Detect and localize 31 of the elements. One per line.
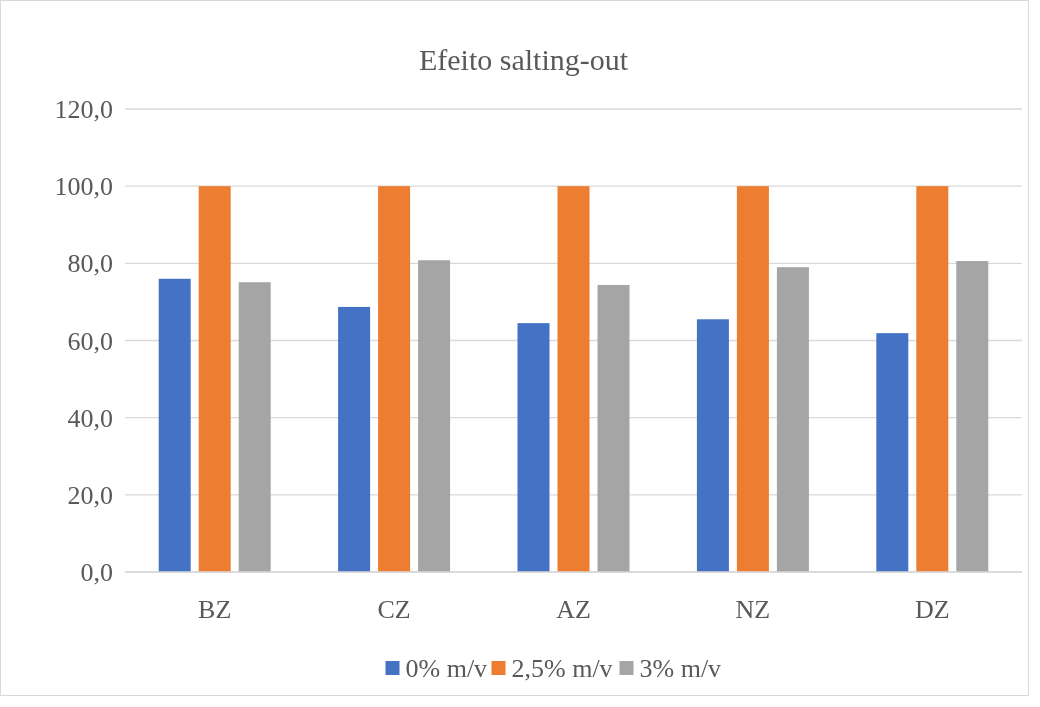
bar (876, 333, 909, 572)
bar (158, 278, 191, 572)
bar (418, 260, 451, 572)
y-tick-label: 120,0 (54, 95, 113, 125)
bar (198, 186, 231, 572)
y-tick-label: 20,0 (67, 480, 113, 510)
x-tick-label: BZ (198, 595, 232, 624)
bar (956, 261, 989, 572)
chart-title: Efeito salting-out (418, 43, 629, 76)
bar (776, 267, 809, 572)
y-tick-label: 80,0 (67, 249, 113, 279)
y-tick-label: 0,0 (80, 558, 113, 588)
legend-label: 0% m/v (405, 654, 488, 684)
bar (916, 186, 949, 572)
x-tick-label: NZ (735, 595, 771, 624)
y-tick-label: 40,0 (67, 403, 113, 433)
y-tick-label: 100,0 (54, 172, 113, 202)
bar (696, 319, 729, 572)
bar (238, 282, 271, 572)
bar (378, 186, 411, 572)
bar (736, 186, 769, 572)
x-tick-label: AZ (556, 595, 591, 624)
x-tick-label: CZ (377, 595, 411, 624)
y-tick-label: 60,0 (67, 326, 113, 356)
legend-label: 2,5% m/v (511, 654, 613, 684)
bar (597, 284, 630, 572)
bar (557, 186, 590, 572)
x-tick-label: DZ (914, 595, 950, 624)
bar (338, 306, 371, 572)
legend-label: 3% m/v (639, 654, 722, 684)
bar (517, 323, 550, 572)
